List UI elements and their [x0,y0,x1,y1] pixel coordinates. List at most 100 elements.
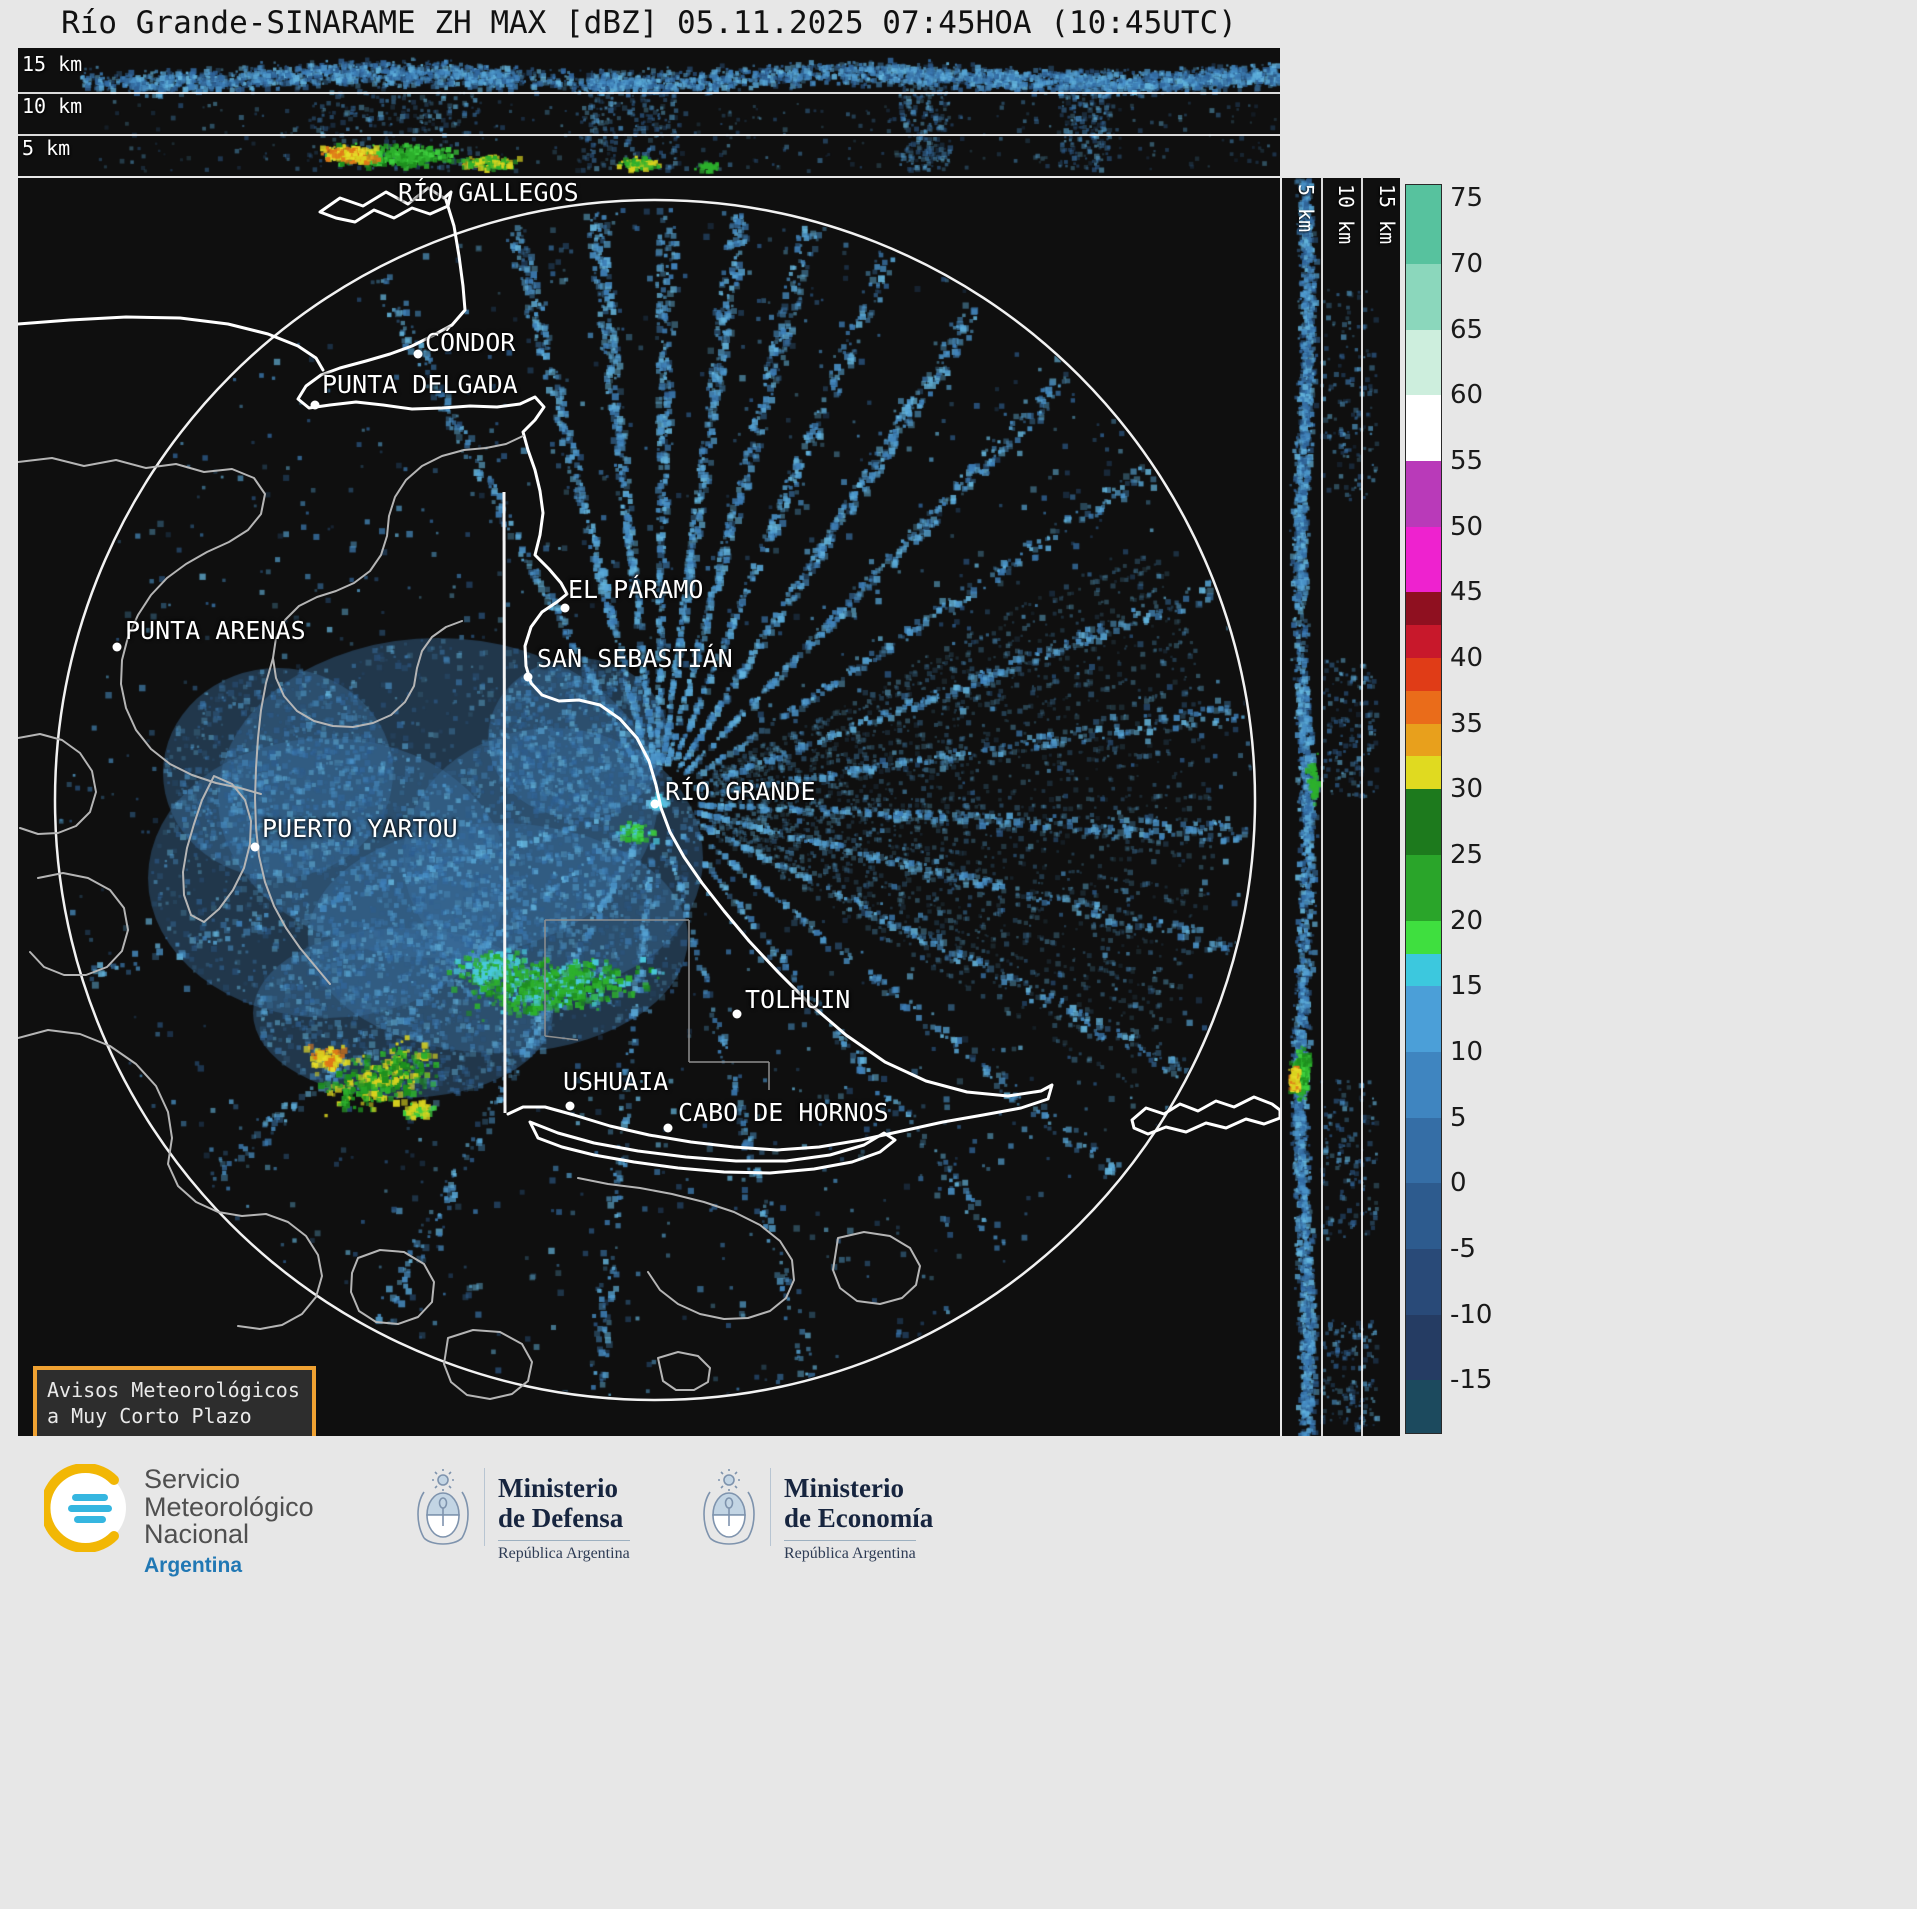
colorbar-segment [1406,854,1441,922]
colorbar-segment [1406,657,1441,692]
colorbar-segment [1406,185,1441,265]
island-coastline-5 [657,1351,711,1391]
range-ring [53,198,1257,1402]
rio-gallegos-estuary-coastline [318,186,453,224]
ministerio-defensa-logo-block: Ministerio de Defensa República Argentin… [414,1468,630,1563]
colorbar-tick-label: 75 [1450,183,1484,214]
beagle-islands-coastline [528,1120,897,1175]
radar-echo-canvas [18,178,1280,1436]
smn-logo-icon [44,1464,126,1552]
alert-banner[interactable]: Avisos Meteorológicos a Muy Corto Plazo [33,1366,316,1436]
economia-line-2: de Economía [784,1502,934,1533]
smn-line-1: Servicio [144,1464,241,1494]
city-marker [523,672,533,682]
height-axis-label: 5 km [1294,184,1318,233]
ministerio-defensa-wordmark: Ministerio de Defensa República Argentin… [498,1473,630,1563]
colorbar-tick-label: -15 [1450,1365,1493,1396]
smn-country-label: Argentina [144,1553,243,1577]
colorbar-segment [1406,395,1441,462]
colorbar-segment [1406,1183,1441,1250]
alert-line-1: Avisos Meteorológicos [47,1378,300,1402]
colorbar-segment [1406,723,1441,758]
city-marker [732,1009,742,1019]
height-axis-label: 10 km [1334,184,1358,245]
city-label: RÍO GRANDE [665,777,816,806]
dawson-island-coastline [182,775,252,923]
colorbar-segment [1406,460,1441,528]
colorbar-segment [1406,953,1441,987]
fjord-coastline-1 [18,733,97,835]
colorbar-segment [1406,329,1441,396]
colorbar-tick-label: 0 [1450,1168,1467,1199]
city-label: SAN SEBASTIÁN [537,644,733,673]
colorbar-segment [1406,789,1441,856]
dbz-colorbar-ticks: 75 70 65 60 55 50 45 40 35 30 25 20 15 10 5 0 -5 -10 -15 [1450,183,1540,1433]
bahia-inutil-coastline [272,435,524,728]
patagonia-coastline [18,457,266,795]
island-coastline-4 [832,1231,921,1305]
colorbar-segment [1406,1117,1441,1184]
height-axis-label: 10 km [22,94,83,118]
city-marker [663,1123,673,1133]
colorbar-tick-label: 30 [1450,774,1484,805]
height-gridline [18,92,1280,94]
height-gridline [1321,178,1323,1436]
defensa-line-2: de Defensa [498,1502,624,1533]
coat-of-arms-icon [417,1469,469,1545]
smn-line-2: Meteorológico [144,1491,314,1522]
footer: Servicio Meteorológico Nacional Argentin… [0,1460,1917,1590]
city-marker [250,842,260,852]
colorbar-segment [1406,986,1441,1053]
height-axis-label: 5 km [22,136,71,160]
admin-boundary-lines [544,919,770,1090]
city-label: TOLHUIN [745,985,851,1014]
economia-subtitle: República Argentina [784,1540,916,1563]
city-marker [650,799,660,809]
city-label: PUNTA ARENAS [125,616,306,645]
figure-title: Río Grande-SINARAME ZH MAX [dBZ] 05.11.2… [61,5,1237,41]
colorbar-tick-label: 50 [1450,511,1484,542]
fjord-coastline-3 [18,1029,323,1330]
colorbar-segment [1406,263,1441,331]
right-height-profile-panel: 5 km 10 km 15 km [1282,178,1400,1436]
island-coastline-1 [350,1249,435,1325]
city-marker [560,603,570,613]
atlantic-coastline [296,198,1054,1152]
economia-line-1: Ministerio [784,1473,904,1503]
city-marker [565,1101,575,1111]
colorbar-tick-label: 10 [1450,1037,1484,1068]
city-marker [413,349,423,359]
colorbar-segment [1406,526,1441,593]
colorbar-segment [1406,1052,1441,1119]
colorbar-tick-label: 65 [1450,314,1484,345]
colorbar-tick-label: 60 [1450,380,1484,411]
colorbar-segment [1406,1314,1441,1382]
city-label: CABO DE HORNOS [678,1098,889,1127]
colorbar-segment [1406,1380,1441,1433]
colorbar-segment [1406,625,1441,659]
colorbar-tick-label: 40 [1450,642,1484,673]
colorbar-tick-label: -10 [1450,1299,1493,1330]
city-label: PUNTA DELGADA [322,370,518,399]
right-profile-echo-canvas [1282,178,1400,1436]
colorbar-tick-label: 25 [1450,839,1484,870]
city-marker [310,400,320,410]
city-label: USHUAIA [563,1067,669,1096]
colorbar-segment [1406,592,1441,626]
city-label: EL PÁRAMO [568,575,704,604]
fjord-coastline-2 [29,872,129,976]
dbz-colorbar [1405,184,1442,1434]
colorbar-segment [1406,920,1441,955]
ministerio-economia-wordmark: Ministerio de Economía República Argenti… [784,1473,934,1563]
colorbar-tick-label: 55 [1450,445,1484,476]
colorbar-tick-label: -5 [1450,1234,1476,1265]
colorbar-segment [1406,1249,1441,1316]
tierra-del-fuego-west-coastline [254,657,331,985]
island-coastline-3 [577,1177,795,1320]
colorbar-segment [1406,756,1441,790]
radar-map-panel: Avisos Meteorológicos a Muy Corto Plazo … [18,178,1280,1436]
colorbar-tick-label: 35 [1450,708,1484,739]
argentina-chile-border-line [502,491,507,1114]
logo-divider [770,1468,771,1546]
height-axis-label: 15 km [1375,184,1399,245]
